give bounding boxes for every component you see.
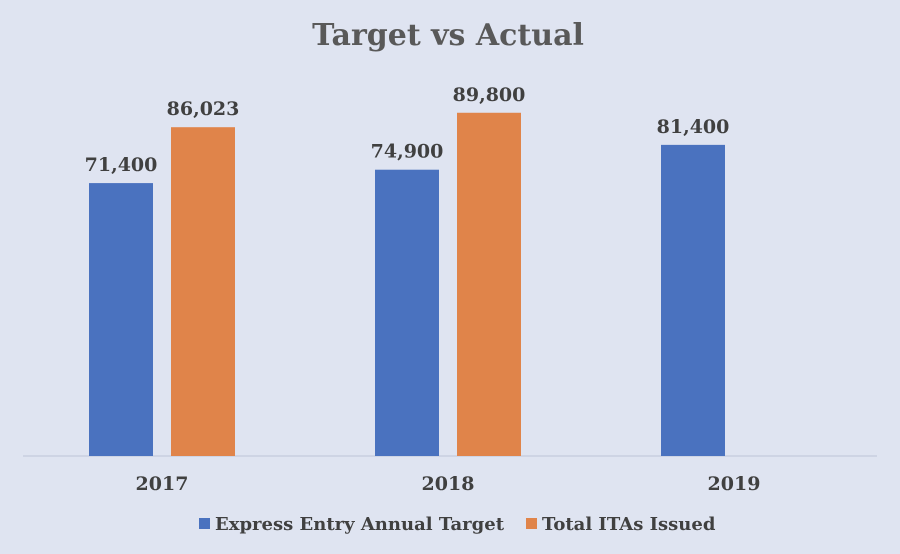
chart-title: Target vs Actual	[312, 18, 584, 53]
legend-label-series-2: Total ITAs Issued	[542, 514, 716, 535]
data-label-2018-series-1: 74,900	[371, 141, 444, 163]
x-tick-label-2019: 2019	[708, 473, 761, 495]
data-labels-layer: 71,400 86,023 74,900 89,800 81,400	[85, 84, 730, 176]
data-label-2018-series-2: 89,800	[453, 84, 526, 106]
bar-2017-series-1	[89, 183, 153, 457]
bar-2017-series-2	[171, 127, 235, 456]
bar-2018-series-1	[375, 169, 439, 456]
legend-swatch-series-2	[526, 518, 537, 529]
data-label-2017-series-1: 71,400	[85, 154, 158, 176]
data-label-2017-series-2: 86,023	[167, 98, 240, 120]
bars-layer	[89, 112, 725, 457]
x-tick-labels: 2017 2018 2019	[136, 473, 761, 495]
bar-2019-series-1	[661, 144, 725, 457]
bar-2018-series-2	[457, 112, 521, 457]
x-tick-label-2018: 2018	[422, 473, 475, 495]
data-label-2019-series-1: 81,400	[657, 116, 730, 138]
legend-label-series-1: Express Entry Annual Target	[215, 514, 505, 535]
legend: Express Entry Annual Target Total ITAs Is…	[199, 514, 716, 535]
x-tick-label-2017: 2017	[136, 473, 189, 495]
legend-swatch-series-1	[199, 518, 210, 529]
